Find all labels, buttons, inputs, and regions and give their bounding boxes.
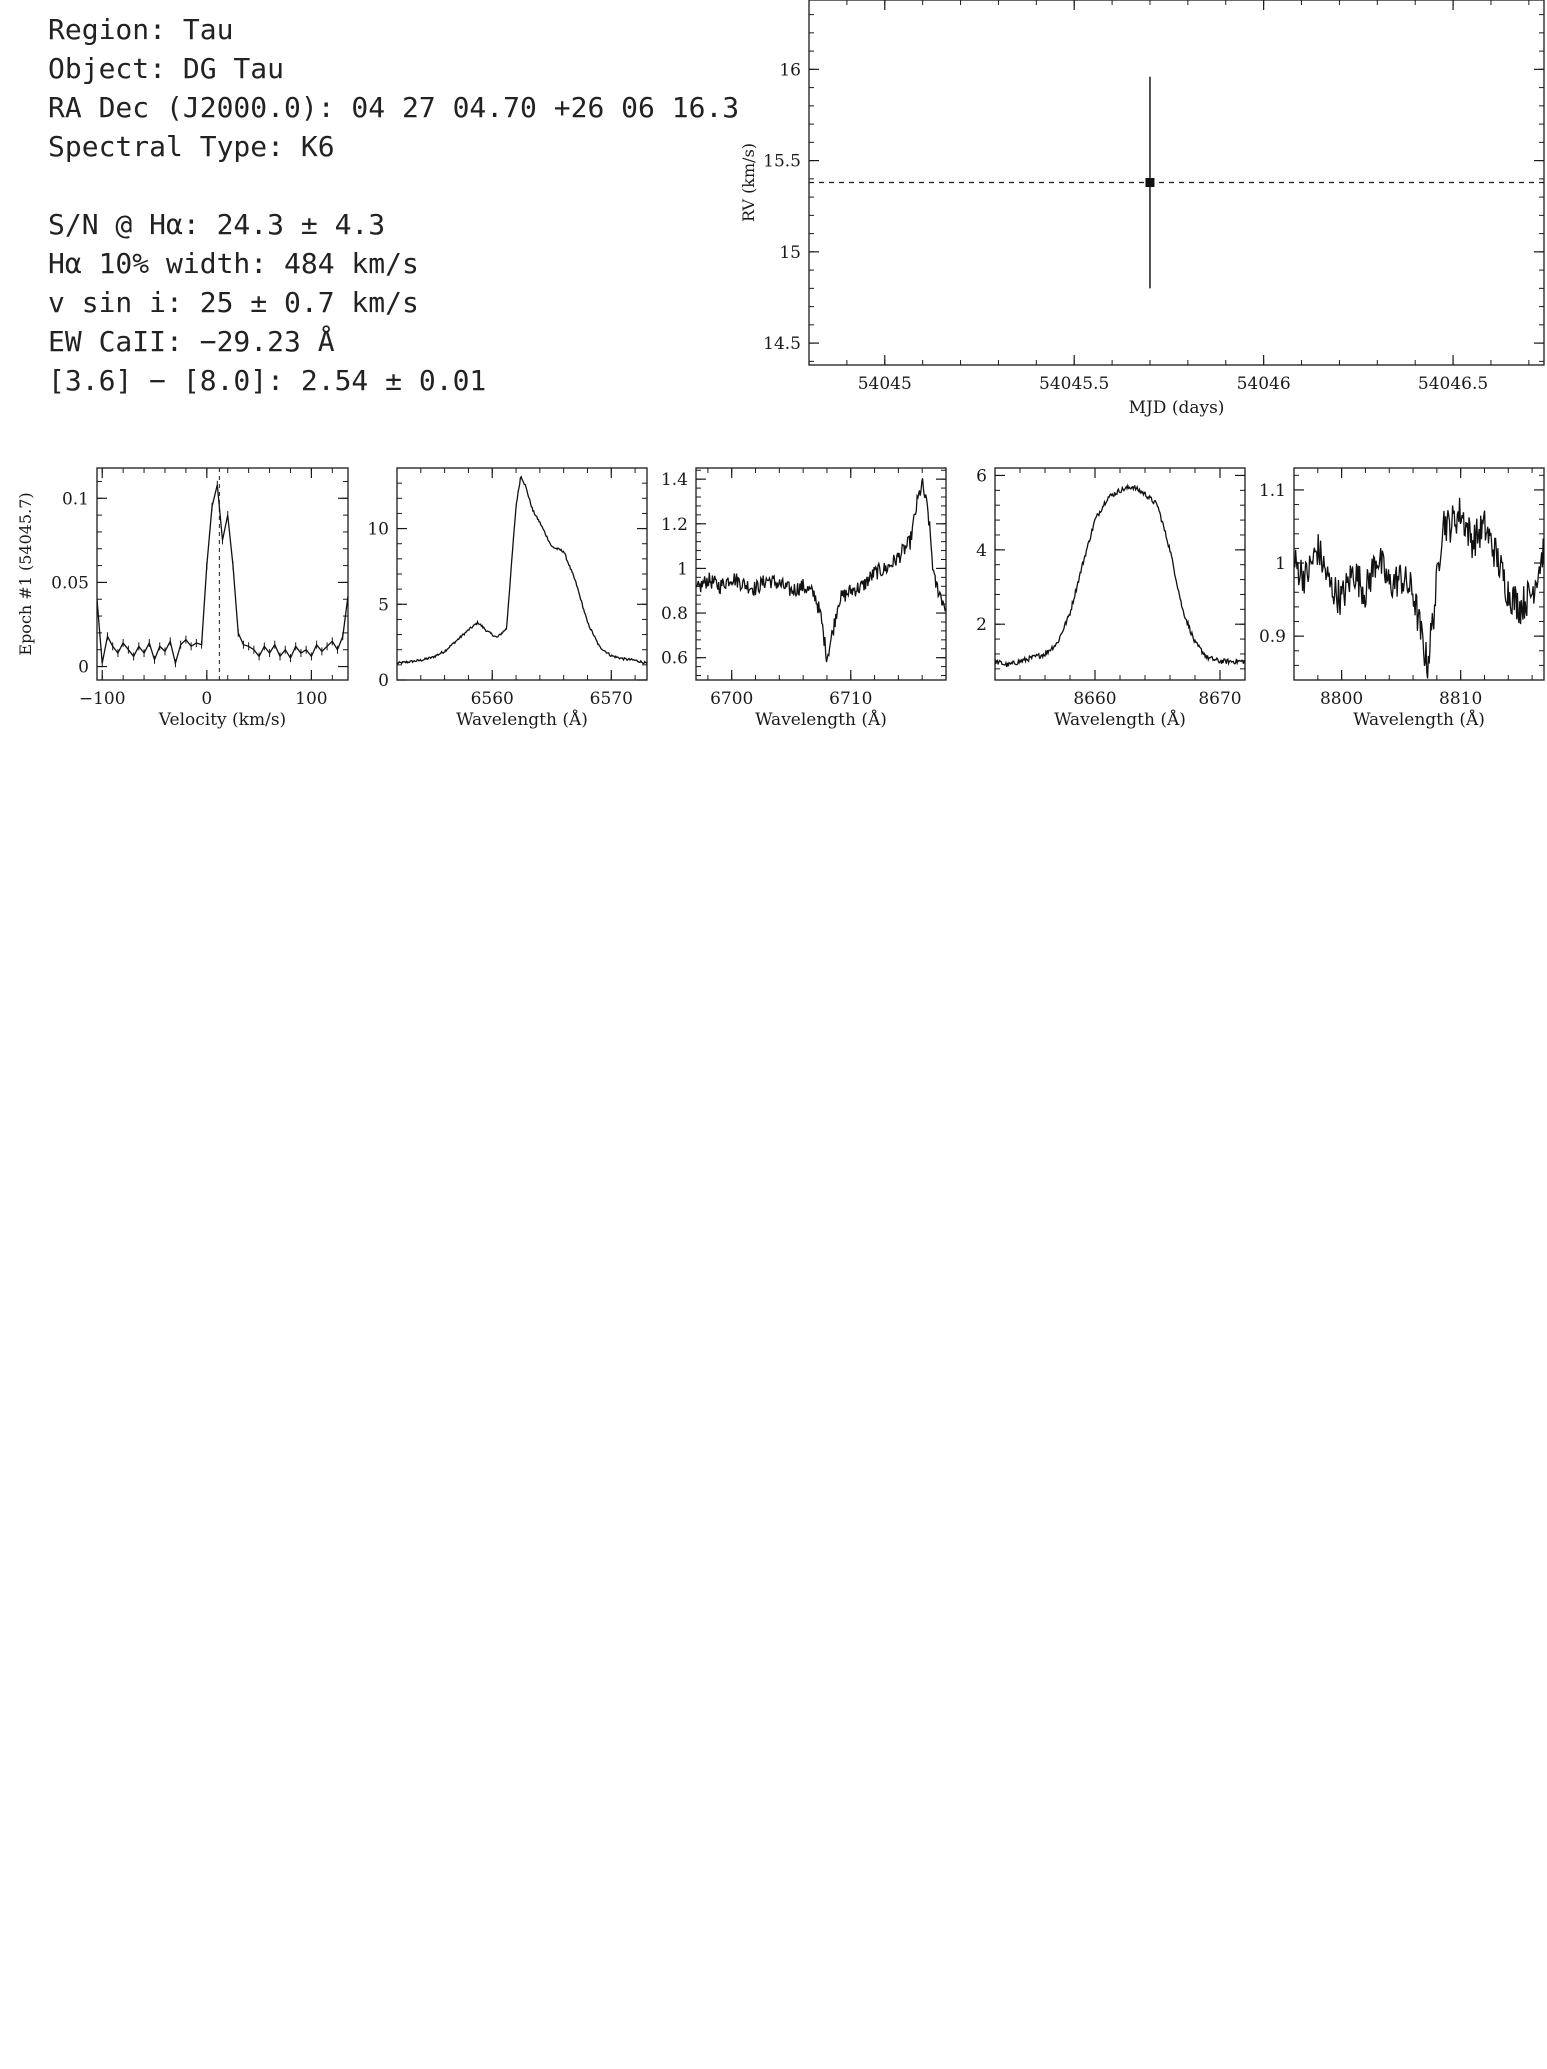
x-tick-label: 54046 <box>1237 374 1291 394</box>
x-tick-label: 54045 <box>858 374 912 394</box>
x-tick-label: 54045.5 <box>1039 374 1109 394</box>
y-tick-label: 2 <box>976 615 987 635</box>
x-axis-label: Velocity (km/s) <box>158 710 286 730</box>
x-tick-label: −100 <box>79 689 126 709</box>
y-tick-label: 5 <box>378 595 389 615</box>
plot-frame <box>96 467 349 681</box>
plot-frame <box>994 467 1246 681</box>
y-tick-label: 0 <box>78 658 89 678</box>
y-tick-label: 0.8 <box>661 604 688 624</box>
x-tick-label: 8660 <box>1073 689 1116 709</box>
spectrum-line-halpha <box>397 475 647 665</box>
chart-panel-halpha: 6560 6570 0 5 10 Wavelength (Å) <box>367 467 648 730</box>
y-tick-label: 15.5 <box>763 152 801 172</box>
y-tick-label: 15 <box>779 243 801 263</box>
plot-frame <box>1293 467 1545 681</box>
spectrum-line-ccf <box>97 484 348 666</box>
plot-frame <box>396 467 648 681</box>
y-tick-label: 16 <box>779 60 801 80</box>
spectrum-line-ca8662 <box>995 483 1245 668</box>
x-axis-label: Wavelength (Å) <box>1054 709 1186 730</box>
chart-panel-dib8807: 8800 8810 0.9 1 1.1 Wavelength (Å) <box>1259 467 1545 730</box>
y-tick-label: 0.9 <box>1259 627 1286 647</box>
ew-ca-line: EW CaII: −29.23 Å <box>48 325 335 358</box>
chart-panel-ccf: −100 0 100 0 0.05 0.1 Velocity (km/s) Epoch #1 … <box>16 467 349 730</box>
x-axis-label: Wavelength (Å) <box>1353 709 1485 730</box>
radec-line: RA Dec (J2000.0): 04 27 04.70 +26 06 16.… <box>48 91 740 124</box>
y-tick-label: 1 <box>677 559 688 579</box>
chart-panel-rv: 54045 54045.5 54046 54046.5 14.5 15 15.5 16 MJD … <box>739 0 1545 418</box>
x-tick-label: 6560 <box>471 689 514 709</box>
y-tick-label: 4 <box>976 541 987 561</box>
plot-frame <box>695 467 947 681</box>
rv-data-point <box>1145 178 1155 187</box>
x-tick-label: 54046.5 <box>1418 374 1488 394</box>
y-tick-label: 0.05 <box>51 573 89 593</box>
y-tick-label: 10 <box>367 520 389 540</box>
x-tick-label: 6570 <box>590 689 633 709</box>
x-tick-label: 8670 <box>1198 689 1241 709</box>
halpha-width-line: Hα 10% width: 484 km/s <box>48 247 419 280</box>
x-axis-label: Wavelength (Å) <box>755 709 887 730</box>
irac-color-line: [3.6] − [8.0]: 2.54 ± 0.01 <box>48 364 487 397</box>
chart-panel-ca8662: 8660 8670 2 4 6 Wavelength (Å) <box>976 466 1246 730</box>
x-tick-label: 8810 <box>1439 689 1482 709</box>
region-line: Region: Tau <box>48 13 234 46</box>
x-axis-label: MJD (days) <box>1129 398 1225 418</box>
y-axis-label: Epoch #1 (54045.7) <box>16 492 35 655</box>
vsini-line: v sin i: 25 ± 0.7 km/s <box>48 286 419 319</box>
y-tick-label: 1.2 <box>661 515 688 535</box>
y-tick-label: 0.1 <box>62 489 89 509</box>
x-tick-label: 100 <box>295 689 327 709</box>
y-tick-label: 1.1 <box>1259 481 1286 501</box>
y-tick-label: 6 <box>976 466 987 486</box>
y-axis-label: RV (km/s) <box>739 143 758 222</box>
y-tick-label: 1 <box>1275 554 1286 574</box>
object-line: Object: DG Tau <box>48 52 285 85</box>
snr-line: S/N @ Hα: 24.3 ± 4.3 <box>48 208 386 241</box>
x-tick-label: 0 <box>201 689 212 709</box>
y-tick-label: 14.5 <box>763 334 801 354</box>
spectral-type-line: Spectral Type: K6 <box>48 130 335 163</box>
x-tick-label: 6700 <box>710 689 753 709</box>
object-info: Region: Tau Object: DG Tau RA Dec (J2000… <box>48 10 739 400</box>
y-tick-label: 1.4 <box>661 470 688 490</box>
y-tick-label: 0.6 <box>661 649 688 669</box>
y-tick-label: 0 <box>378 671 389 691</box>
spectrum-line-dib8807 <box>1294 497 1544 679</box>
x-axis-label: Wavelength (Å) <box>456 709 588 730</box>
x-tick-label: 8800 <box>1320 689 1363 709</box>
spectrum-line-li6708 <box>696 478 946 663</box>
x-tick-label: 6710 <box>829 689 872 709</box>
chart-panel-li6708: 6700 6710 0.6 0.8 1 1.2 1.4 Wavelength (Å) <box>661 467 947 730</box>
